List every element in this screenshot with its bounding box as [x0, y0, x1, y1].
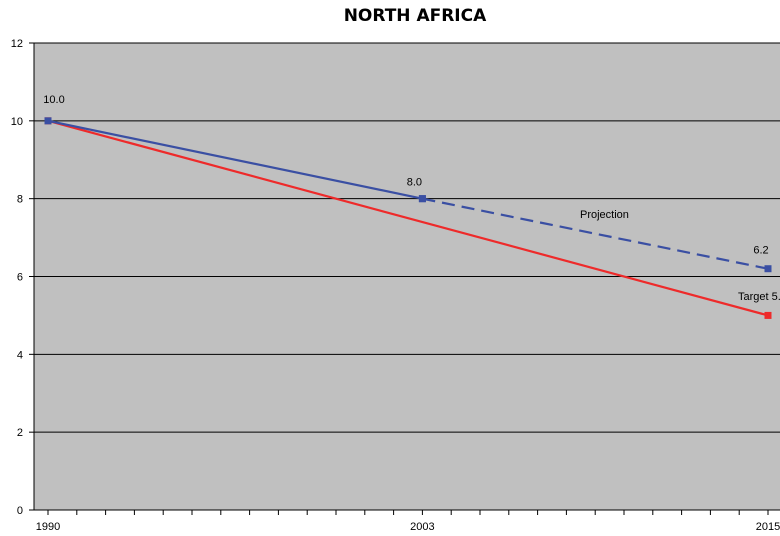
label-target-value: Target 5.0: [738, 291, 780, 303]
series-line-target: [47, 119, 769, 317]
label-projection: Projection: [580, 209, 629, 221]
chart-title: NORTH AFRICA: [343, 6, 487, 26]
data-point-actual: [44, 117, 52, 125]
y-axis-ticks: 0 2 4 6 8 10 12: [11, 38, 34, 517]
x-tick-label: 2015: [756, 521, 780, 533]
label-projection-end-value: 6.2: [753, 245, 768, 257]
y-tick-label: 10: [11, 116, 23, 128]
data-point-projection: [764, 265, 772, 273]
y-tick-label: 12: [11, 38, 23, 50]
series-lines: [47, 119, 769, 317]
label-start-value: 10.0: [43, 94, 64, 106]
x-tick-label: 2003: [410, 521, 434, 533]
y-tick-label: 4: [17, 349, 23, 361]
y-tick-label: 8: [17, 194, 23, 206]
x-tick-label: 1990: [36, 521, 60, 533]
data-point-target: [764, 311, 772, 319]
data-point-projection: [418, 195, 426, 203]
series-line-actual: [47, 119, 423, 200]
series-markers: [44, 117, 772, 319]
y-tick-label: 6: [17, 272, 23, 284]
x-axis-ticks: 1990 2003 2015: [36, 510, 780, 533]
label-2003-value: 8.0: [407, 177, 422, 189]
y-tick-label: 2: [17, 427, 23, 439]
gridlines: [34, 42, 780, 433]
y-tick-label: 0: [17, 505, 23, 517]
